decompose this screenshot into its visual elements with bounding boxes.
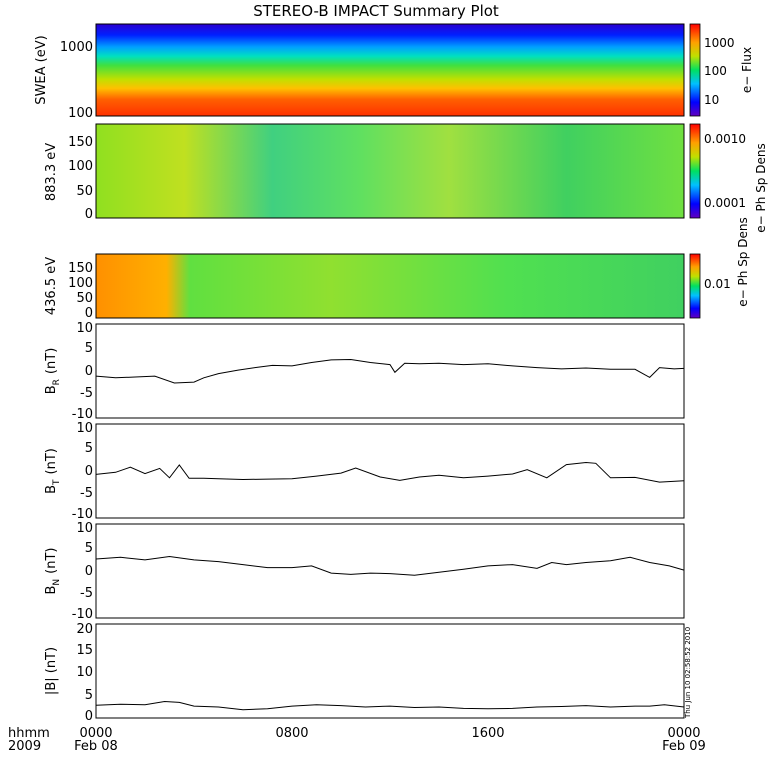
pa883-colorbar-tick: 0.0010 — [704, 132, 746, 146]
swea-ylabel: SWEA (eV) — [34, 35, 49, 104]
bn-ytick: -5 — [80, 586, 93, 601]
bn-ytick: 5 — [85, 541, 93, 556]
bt-ytick: 10 — [76, 421, 93, 436]
br-series-line — [95, 358, 685, 384]
bn-panel: 10 5 0 -5 -10 BN (nT) — [44, 521, 685, 622]
swea-colorbar-label: e− Flux — [740, 47, 754, 93]
bn-ytick: 0 — [85, 564, 93, 579]
time-axis-unit: hhmm — [8, 726, 50, 741]
time-tick-label: 0000 — [667, 726, 700, 741]
time-tick-label: 0000 — [79, 726, 112, 741]
pa436-ytick: 150 — [68, 261, 93, 276]
bt-ylabel-unit: (nT) — [44, 448, 59, 474]
bt-series-line — [95, 461, 685, 483]
swea-colorbar — [689, 23, 701, 117]
br-ytick: 0 — [85, 364, 93, 379]
bmag-ytick: 5 — [85, 688, 93, 703]
bn-ylabel-sub: N — [52, 579, 62, 586]
bn-ylabel: BN (nT) — [44, 548, 62, 595]
bmag-series-line — [95, 700, 685, 711]
swea-ytick: 100 — [68, 106, 93, 121]
pa883-ytick: 150 — [68, 135, 93, 150]
bn-ytick: -10 — [72, 607, 93, 622]
br-ylabel-unit: (nT) — [44, 348, 59, 374]
bn-frame — [95, 523, 685, 619]
bt-frame — [95, 423, 685, 519]
br-ytick: -5 — [80, 386, 93, 401]
br-ytick: 10 — [76, 321, 93, 336]
bmag-ytick: 10 — [76, 665, 93, 680]
pa883-ylabel: 883.3 eV — [44, 143, 59, 201]
br-ytick: -10 — [72, 407, 93, 422]
pa883-colorbar-label: e− Ph Sp Dens — [754, 143, 768, 232]
time-date-label: Feb 08 — [74, 739, 118, 754]
bn-series-line — [95, 555, 685, 576]
time-axis-year: 2009 — [8, 739, 41, 754]
bmag-ytick: 0 — [85, 709, 93, 724]
timestamp: Thu Jun 10 02:58:52 2010 — [684, 627, 692, 719]
swea-heatmap — [95, 23, 685, 117]
swea-colorbar-tick: 10 — [704, 93, 719, 107]
time-date-label: Feb 09 — [662, 739, 706, 754]
pa883-heatmap — [95, 123, 685, 219]
br-ylabel: BR (nT) — [44, 348, 62, 395]
br-ytick: 5 — [85, 341, 93, 356]
bmag-ytick: 20 — [76, 622, 93, 637]
swea-colorbar-tick: 100 — [704, 64, 727, 78]
pa436-colorbar — [689, 253, 701, 319]
br-ylabel-main: B — [44, 385, 59, 394]
br-ylabel-sub: R — [52, 379, 62, 385]
pa436-heatmap — [95, 253, 685, 319]
bn-ylabel-unit: (nT) — [44, 548, 59, 574]
pa883-ytick: 100 — [68, 159, 93, 174]
bt-ylabel-sub: T — [52, 479, 62, 486]
swea-colorbar-tick: 1000 — [704, 36, 735, 50]
br-frame — [95, 323, 685, 419]
plot-title: STEREO-B IMPACT Summary Plot — [253, 2, 499, 20]
pa436-colorbar-tick: 0.01 — [704, 277, 731, 291]
bt-ylabel-main: B — [44, 485, 59, 494]
time-tick-label: 1600 — [471, 726, 504, 741]
pa436-colorbar-label: e− Ph Sp Dens — [736, 217, 750, 306]
pa436-ytick: 0 — [85, 306, 93, 321]
pa883-ytick: 50 — [76, 184, 93, 199]
bmag-ytick: 15 — [76, 643, 93, 658]
bt-panel: 10 5 0 -5 -10 BT (nT) — [44, 421, 685, 522]
pa883-ytick: 0 — [85, 207, 93, 222]
br-panel: 10 5 0 -5 -10 BR (nT) — [44, 321, 685, 422]
pa436-ylabel: 436.5 eV — [44, 257, 59, 315]
bt-ytick: 0 — [85, 464, 93, 479]
bt-ytick: -5 — [80, 486, 93, 501]
pa883-colorbar — [689, 123, 701, 219]
swea-ytick: 1000 — [60, 40, 93, 55]
bt-ylabel: BT (nT) — [44, 448, 62, 494]
bn-ytick: 10 — [76, 521, 93, 536]
bmag-ylabel: |B| (nT) — [44, 647, 59, 695]
bmag-frame — [95, 623, 685, 719]
pa436-ytick: 50 — [76, 291, 93, 306]
time-tick-label: 0800 — [275, 726, 308, 741]
bt-ytick: 5 — [85, 441, 93, 456]
bmag-panel: 20 15 10 5 0 |B| (nT) Thu Jun 10 02:58:5… — [44, 622, 692, 724]
pa883-colorbar-tick: 0.0001 — [704, 196, 746, 210]
pa436-ytick: 100 — [68, 276, 93, 291]
bt-ytick: -10 — [72, 507, 93, 522]
bn-ylabel-main: B — [44, 586, 59, 595]
